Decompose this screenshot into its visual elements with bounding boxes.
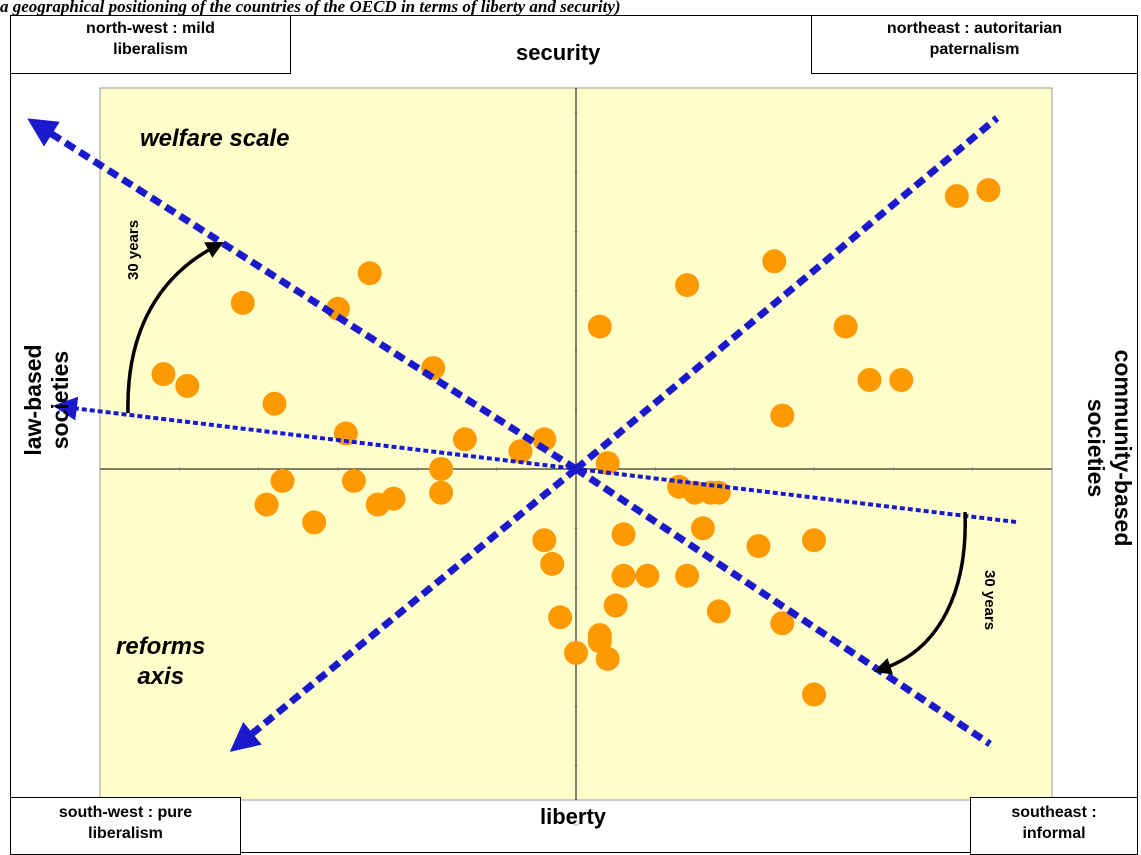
data-point (802, 682, 826, 707)
data-point (889, 368, 914, 392)
thirty-years-label-left: 30 years (125, 219, 142, 280)
axis-label-law-based-societies: law-based societies (20, 330, 74, 470)
corner-box-south-west: south-west : pure liberalism (10, 797, 241, 855)
axis-label-line: community-based (1110, 349, 1136, 547)
axis-label-community-based-societies: community-based societies (1082, 348, 1136, 548)
data-point (270, 468, 295, 493)
data-point (635, 563, 660, 588)
data-point (976, 178, 1001, 203)
data-point (381, 486, 406, 511)
data-point (675, 273, 700, 298)
data-point (341, 468, 366, 493)
data-point (587, 314, 612, 339)
reforms-axis-label: reforms axis (116, 632, 205, 692)
data-point (690, 516, 715, 541)
data-point (540, 551, 565, 576)
axis-label-liberty: liberty (540, 804, 607, 829)
data-point (833, 314, 858, 339)
data-points (151, 178, 1001, 707)
corner-box-north-east: northeast : autoritarian paternalism (811, 15, 1138, 74)
data-point (508, 439, 533, 464)
data-point (230, 290, 255, 315)
corner-label-line: informal (1022, 825, 1086, 842)
corner-box-north-west: north-west : mild liberalism (10, 15, 291, 74)
liberty-security-trend-line (52, 396, 1017, 524)
data-point (603, 593, 628, 618)
corner-label-line: paternalism (929, 41, 1020, 58)
data-point (357, 261, 382, 286)
welfare-scale-label: welfare scale (140, 125, 290, 152)
data-point (532, 528, 557, 553)
data-point (770, 403, 795, 428)
corner-box-south-east: southeast : informal (970, 797, 1138, 855)
data-point (595, 646, 620, 671)
data-point (429, 457, 454, 481)
corner-label-line: north-west : mild (86, 20, 215, 37)
data-point (857, 368, 882, 392)
data-point (326, 296, 350, 321)
data-point (770, 611, 795, 636)
corner-label-line: liberalism (88, 825, 163, 842)
data-point (746, 534, 771, 559)
data-point (944, 184, 969, 209)
data-point (175, 373, 200, 398)
corner-label-line: south-west : pure (58, 804, 193, 821)
data-point (611, 522, 636, 547)
data-point (564, 640, 588, 665)
data-point (611, 563, 636, 588)
data-point (675, 563, 700, 588)
data-point (429, 480, 454, 505)
thirty-years-arrow-right (873, 511, 967, 675)
caption: a geographical positioning of the countr… (0, 0, 621, 16)
data-point (452, 427, 477, 452)
data-point (548, 605, 573, 630)
data-point (595, 451, 620, 476)
axis-label-security: security (516, 40, 601, 65)
axis-label-line: societies (1083, 398, 1109, 498)
data-point (254, 492, 279, 517)
data-point (302, 510, 327, 535)
reforms-axis-label-line: axis (137, 663, 185, 690)
thirty-years-arrow-left (126, 241, 224, 414)
data-point (762, 249, 787, 274)
corner-label-line: southeast : (1011, 804, 1097, 821)
reforms-axis-line-ne (573, 115, 1000, 472)
corner-label-line: northeast : autoritarian (886, 20, 1063, 37)
data-point (151, 362, 176, 387)
axis-label-line: societies (47, 350, 73, 450)
reforms-axis-line-sw (229, 466, 579, 752)
reforms-axis-label-line: reforms (116, 633, 206, 660)
welfare-scale-line-nw (27, 118, 578, 472)
corner-label-line: liberalism (113, 41, 188, 58)
axis-label-line: law-based (20, 344, 46, 456)
data-point (802, 528, 826, 553)
data-point (706, 599, 731, 624)
data-point (262, 391, 287, 416)
thirty-years-label-right: 30 years (981, 570, 998, 631)
welfare-scale-line-se (574, 466, 992, 747)
